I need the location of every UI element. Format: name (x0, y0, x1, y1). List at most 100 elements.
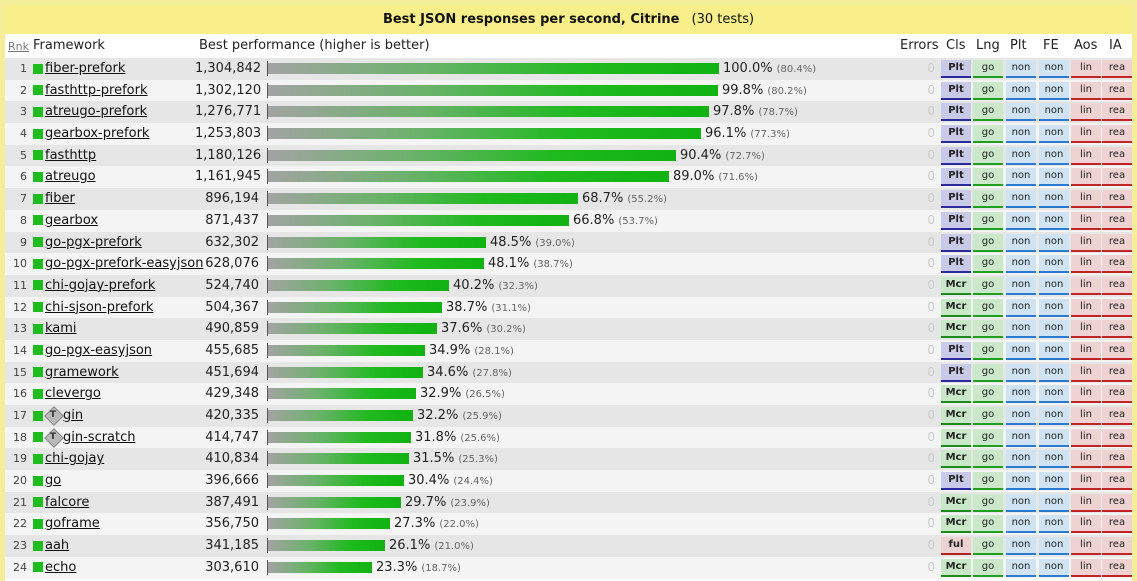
performance-percent: 48.1% (38.7%) (488, 253, 573, 275)
os-badge: lin (1071, 60, 1101, 78)
error-count: 0 (927, 61, 935, 75)
performance-percent: 30.4% (24.4%) (408, 470, 493, 492)
language-badge: go (973, 233, 1003, 252)
platform-badge: non (1006, 255, 1036, 274)
language-badge: go (973, 472, 1003, 491)
percent-secondary: (31.1%) (491, 302, 531, 314)
error-count: 0 (927, 104, 935, 119)
language-color-swatch (33, 280, 43, 291)
os-badge: lin (1071, 341, 1101, 360)
language-color-swatch (33, 497, 43, 508)
framework-link[interactable]: aah (45, 538, 70, 554)
framework-link[interactable]: echo (45, 559, 77, 575)
error-count: 0 (927, 212, 935, 227)
framework-link[interactable]: atreugo (45, 169, 96, 185)
language-color-swatch (33, 237, 43, 247)
percent-secondary: (78.7%) (758, 107, 798, 119)
requests-per-second: 1,304,842 (195, 61, 262, 76)
framework-link[interactable]: gramework (45, 364, 119, 380)
framework-link[interactable]: go (45, 473, 62, 489)
performance-bar (267, 321, 437, 337)
language-color-swatch (33, 562, 43, 573)
framework-link[interactable]: gin (63, 408, 84, 423)
platform-badge: non (1006, 276, 1036, 295)
error-count: 0 (927, 169, 935, 184)
os-badge: lin (1071, 450, 1101, 469)
header-framework: Framework (33, 38, 105, 53)
framework-link[interactable]: fiber-prefork (45, 61, 126, 76)
performance-bar (267, 191, 578, 207)
percent-secondary: (80.4%) (776, 64, 817, 75)
percent-value: 31.5% (413, 451, 455, 467)
framework-link[interactable]: chi-sjson-prefork (45, 299, 154, 315)
database-badge: rea (1102, 276, 1132, 295)
requests-per-second: 1,276,771 (195, 104, 262, 120)
row-rank: 3 (20, 105, 27, 119)
table-row: 5 fasthttp 1,180,126 90.4% (72.7%) 0 Plt go non n… (5, 144, 1132, 167)
os-badge: lin (1071, 81, 1101, 100)
error-count: 0 (927, 408, 935, 422)
framework-link[interactable]: fasthttp-prefork (45, 82, 148, 98)
framework-link[interactable]: clevergo (45, 386, 101, 402)
database-badge: rea (1102, 363, 1132, 382)
requests-per-second: 896,194 (205, 191, 259, 207)
framework-link[interactable]: kami (45, 321, 77, 337)
framework-link[interactable]: go-pgx-prefork-easyjson (45, 256, 204, 272)
performance-bar (267, 559, 372, 575)
language-badge: go (973, 298, 1003, 317)
classification-badge: Plt (941, 363, 971, 382)
header-rank[interactable]: Rnk (8, 40, 29, 53)
database-badge: rea (1102, 472, 1132, 491)
percent-secondary: (26.5%) (465, 389, 505, 401)
framework-link[interactable]: gin-scratch (63, 429, 136, 445)
percent-value: 48.1% (488, 256, 530, 272)
framework-link[interactable]: go-pgx-prefork (45, 234, 142, 250)
table-row: 3 atreugo-prefork 1,276,771 97.8% (78.7%) 0 Pl… (5, 101, 1132, 124)
os-badge: lin (1071, 537, 1101, 556)
framework-link[interactable]: falcore (45, 494, 90, 510)
frontend-badge: non (1039, 125, 1069, 144)
error-count: 0 (927, 82, 935, 97)
requests-per-second: 1,253,803 (195, 126, 262, 142)
framework-link[interactable]: fiber (45, 191, 75, 207)
framework-link[interactable]: chi-gojay (45, 451, 105, 467)
classification-badge: Mcr (941, 385, 971, 404)
requests-per-second: 303,610 (205, 559, 259, 575)
performance-bar (267, 494, 401, 510)
performance-percent: 32.2% (25.9%) (417, 405, 502, 427)
table-row: 19 chi-gojay 410,834 31.5% (25.3%) 0 Mcr go non n… (5, 448, 1132, 471)
language-color-swatch (33, 432, 43, 443)
database-badge: rea (1102, 537, 1132, 556)
language-badge: go (973, 146, 1003, 165)
framework-link[interactable]: go-pgx-easyjson (45, 342, 153, 358)
row-rank: 6 (20, 170, 27, 184)
requests-per-second: 429,348 (205, 386, 259, 402)
title-sub: (30 tests) (691, 12, 755, 27)
database-badge: rea (1102, 341, 1132, 360)
framework-link[interactable]: atreugo-prefork (45, 104, 148, 120)
performance-bar (267, 61, 719, 76)
table-row: 6 atreugo 1,161,945 89.0% (71.6%) 0 Plt go non no… (5, 166, 1132, 189)
table-row: 2 fasthttp-prefork 1,302,120 99.8% (80.2%) 0 P… (5, 79, 1132, 102)
percent-value: 66.8% (573, 212, 615, 228)
database-badge: rea (1102, 146, 1132, 165)
framework-link[interactable]: goframe (45, 516, 100, 532)
performance-bar (267, 234, 486, 250)
row-rank: 5 (20, 148, 27, 162)
framework-link[interactable]: gearbox-prefork (45, 126, 150, 142)
framework-link[interactable]: fasthttp (45, 147, 97, 163)
percent-value: 89.0% (673, 169, 715, 185)
database-badge: rea (1102, 103, 1132, 122)
row-rank: 13 (13, 322, 27, 336)
frontend-badge: non (1039, 558, 1069, 577)
database-badge: rea (1102, 385, 1132, 404)
performance-bar (267, 342, 425, 358)
performance-percent: 27.3% (22.0%) (394, 513, 479, 535)
requests-per-second: 420,335 (205, 408, 259, 423)
platform-badge: non (1006, 298, 1036, 317)
performance-percent: 48.5% (39.0%) (490, 232, 575, 254)
percent-secondary: (25.6%) (460, 432, 500, 444)
framework-link[interactable]: chi-gojay-prefork (45, 277, 156, 293)
framework-link[interactable]: gearbox (45, 212, 99, 228)
os-badge: lin (1071, 168, 1101, 187)
